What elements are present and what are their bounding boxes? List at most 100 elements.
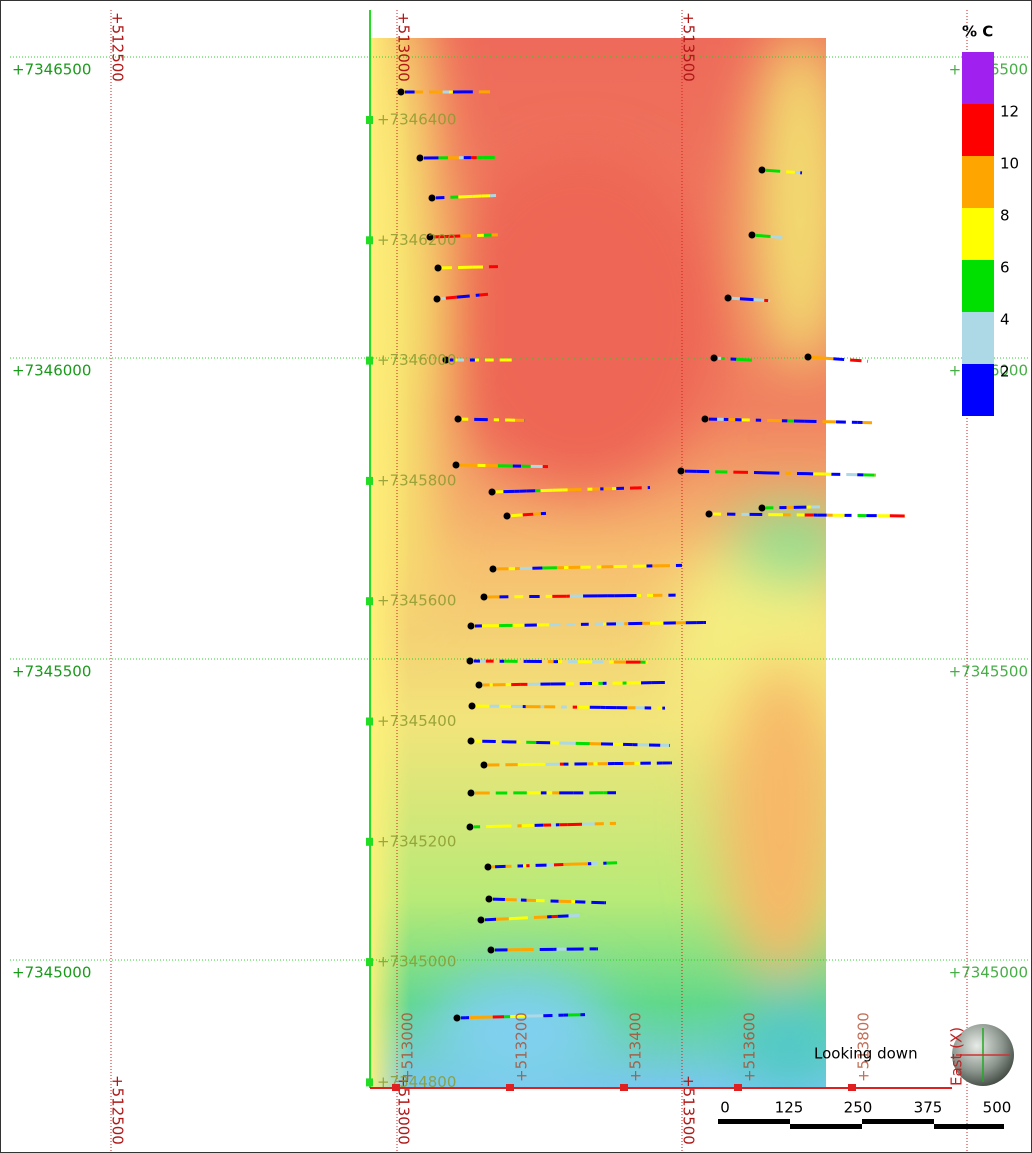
collar <box>398 89 405 96</box>
easting-label: +513000 <box>395 12 413 82</box>
drill-segment <box>480 294 488 295</box>
collar <box>490 566 497 573</box>
collar <box>706 511 713 518</box>
northing-label: +7345000 <box>12 964 91 982</box>
easting-axis-label: +513600 <box>741 1012 759 1082</box>
collar <box>468 738 475 745</box>
axis-tick <box>366 357 373 365</box>
axis-tick <box>366 116 373 124</box>
collar <box>469 703 476 710</box>
northing-axis-label: +7346400 <box>377 111 456 129</box>
drill-segment <box>850 360 861 361</box>
easting-axis-label: +513400 <box>627 1012 645 1082</box>
drill-segment <box>511 515 523 516</box>
axis-tick <box>366 958 373 966</box>
collar <box>749 232 756 239</box>
scale-label: 125 <box>775 1099 804 1117</box>
drill-segment <box>569 915 580 916</box>
drill-segment <box>786 172 795 173</box>
drill-segment <box>523 514 534 515</box>
drill-segment <box>457 296 470 297</box>
collar <box>468 790 475 797</box>
drill-segment <box>812 357 822 358</box>
axis-tick <box>392 1084 400 1091</box>
axis-tick <box>366 477 373 485</box>
legend-tick-label: 2 <box>1000 363 1010 381</box>
collar <box>485 864 492 871</box>
collar <box>454 1015 461 1022</box>
drill-segment <box>446 297 457 298</box>
northing-axis-label: +7346000 <box>377 351 456 369</box>
northing-axis-label: +7345200 <box>377 832 456 850</box>
view-direction: Looking down <box>814 1045 918 1063</box>
collar <box>489 489 496 496</box>
northing-axis-label: +7345800 <box>377 471 456 489</box>
collar <box>759 505 766 512</box>
axis-tick <box>366 236 373 244</box>
drill-segment <box>736 359 751 360</box>
northing-axis-label: +7345600 <box>377 592 456 610</box>
collar <box>504 513 511 520</box>
easting-label: +512500 <box>109 1075 127 1145</box>
collar <box>435 265 442 272</box>
drill-segment <box>533 514 541 515</box>
collar <box>759 167 766 174</box>
legend-tick-label: 10 <box>1000 155 1019 173</box>
legend-swatch <box>962 208 994 260</box>
legend-swatch <box>962 364 994 416</box>
scale-label: 0 <box>720 1099 730 1117</box>
collar <box>702 416 709 423</box>
legend-swatch <box>962 156 994 208</box>
drill-segment <box>458 196 472 197</box>
northing-axis-label: +7346200 <box>377 231 456 249</box>
drill-segment <box>822 358 834 359</box>
map-view: +7346500+7346000+7345500+7345000+7346500… <box>0 0 1032 1153</box>
northing-axis-label: +7345400 <box>377 712 456 730</box>
drill-segment <box>496 919 509 920</box>
collar <box>417 155 424 162</box>
axis-tick <box>620 1084 628 1091</box>
drill-segment <box>833 359 844 360</box>
collar <box>453 462 460 469</box>
legend-tick-label: 6 <box>1000 259 1010 277</box>
drill-segment <box>513 918 528 919</box>
scale-label: 375 <box>914 1099 943 1117</box>
scale-label: 250 <box>844 1099 873 1117</box>
easting-label: +513500 <box>680 12 698 82</box>
collar <box>481 594 488 601</box>
northing-axis-label: +7344800 <box>377 1073 456 1091</box>
drill-segment <box>485 919 496 920</box>
collar <box>711 355 718 362</box>
axis-tick <box>366 1078 373 1086</box>
legend-tick-label: 8 <box>1000 207 1010 225</box>
easting-label: +512500 <box>109 12 127 82</box>
drill-segment <box>740 299 754 300</box>
collar <box>467 658 474 665</box>
axis-tick <box>848 1084 856 1091</box>
easting-axis-label: +513000 <box>399 1012 417 1082</box>
collar <box>455 416 462 423</box>
drill-segment <box>771 237 783 238</box>
collar <box>434 296 441 303</box>
scale-label: 500 <box>983 1099 1012 1117</box>
legend-tick-label: 12 <box>1000 103 1019 121</box>
northing-label: +7345500 <box>12 663 91 681</box>
legend-swatch <box>962 260 994 312</box>
collar <box>678 468 685 475</box>
collar <box>805 354 812 361</box>
northing-axis-label: +7345000 <box>377 953 456 971</box>
legend-tick-label: 4 <box>1000 311 1010 329</box>
collar <box>481 762 488 769</box>
drill-segment <box>766 170 780 171</box>
collar <box>476 682 483 689</box>
northing-label: +7346500 <box>12 61 91 79</box>
easting-axis-label: +513200 <box>513 1012 531 1082</box>
drill-segment <box>732 298 740 299</box>
collar <box>478 917 485 924</box>
legend-swatch <box>962 52 994 104</box>
collar <box>429 195 436 202</box>
northing-label: +7345000 <box>949 964 1028 982</box>
view-axis: East (X) <box>948 1027 966 1086</box>
axis-tick <box>734 1084 742 1091</box>
collar <box>725 295 732 302</box>
